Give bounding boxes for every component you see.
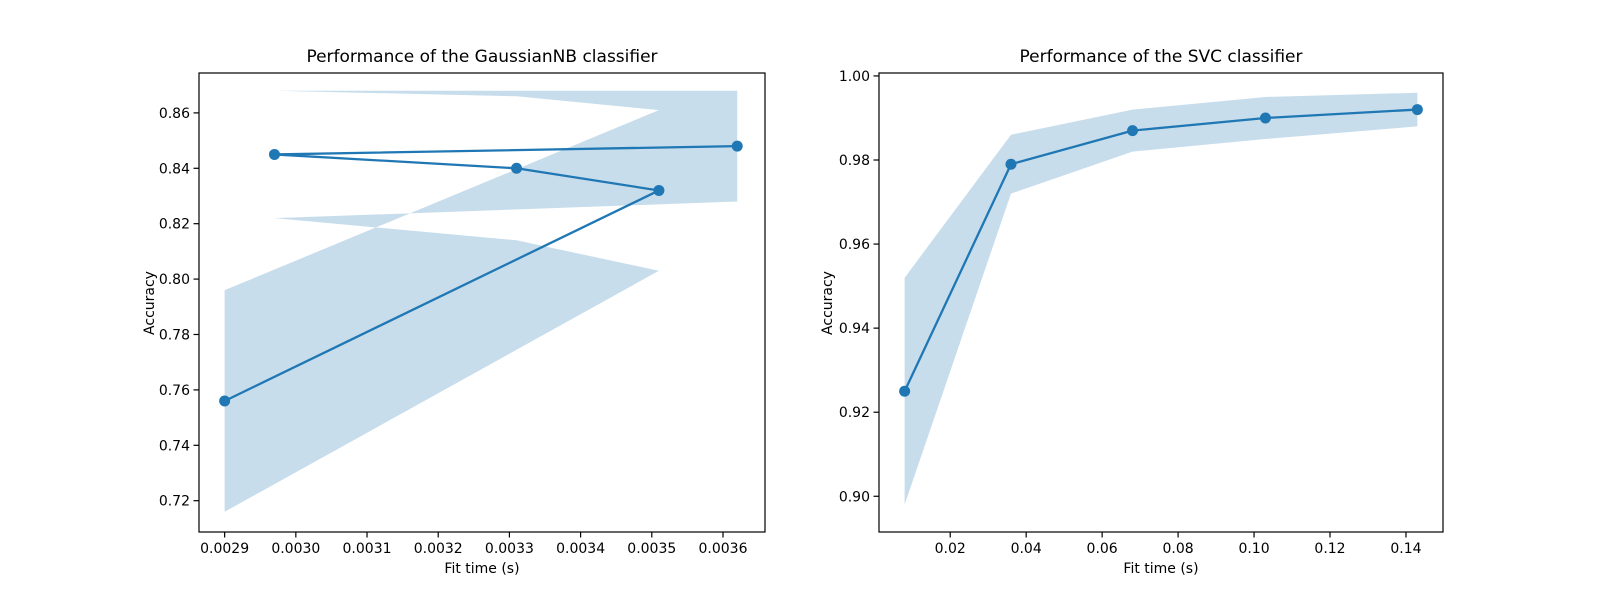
- x-tick-label: 0.02: [935, 541, 966, 557]
- y-tick-label: 0.72: [159, 494, 190, 510]
- data-point-marker: [1005, 158, 1017, 170]
- x-tick-label: 0.0031: [343, 541, 392, 557]
- axes-1: 0.02 0.04 0.06 0.08 0.10 0.12 0.14 0.90 0.92 0.94…: [839, 69, 1444, 557]
- data-point-marker: [731, 140, 743, 152]
- x-tick-label: 0.06: [1087, 541, 1118, 557]
- data-point-marker: [1259, 112, 1271, 124]
- data-point-marker: [268, 148, 280, 160]
- x-tick-label: 0.12: [1314, 541, 1345, 557]
- y-tick-label: 0.80: [159, 272, 190, 288]
- x-axis-label-left: Fit time (s): [444, 561, 520, 577]
- data-point-marker: [1127, 125, 1139, 137]
- y-tick-label: 0.96: [839, 237, 870, 253]
- y-tick-label: 0.82: [159, 217, 190, 233]
- x-tick-label: 0.0033: [485, 541, 534, 557]
- y-tick-label: 1.00: [839, 69, 870, 85]
- axes-0: 0.0029 0.0030 0.0031 0.0032 0.0033 0.0034 0.00…: [159, 72, 766, 557]
- x-tick-label: 0.0035: [627, 541, 676, 557]
- y-tick-label: 0.86: [159, 106, 190, 122]
- chart-title-gaussiannb: Performance of the GaussianNB classifier: [306, 47, 658, 67]
- x-tick-label: 0.0032: [414, 541, 463, 557]
- x-tick-label: 0.0036: [698, 541, 747, 557]
- y-tick-label: 0.92: [839, 405, 870, 421]
- chart-title-svc: Performance of the SVC classifier: [1019, 47, 1303, 67]
- data-point-marker: [511, 162, 523, 174]
- axes-frame: [878, 72, 1444, 533]
- y-tick-label: 0.76: [159, 383, 190, 399]
- x-tick-label: 0.0030: [271, 541, 320, 557]
- data-point-marker: [899, 385, 911, 397]
- axes-frame: [198, 72, 766, 533]
- y-axis-label-left: Accuracy: [142, 271, 158, 335]
- data-point-marker: [1411, 104, 1423, 116]
- x-tick-label: 0.14: [1390, 541, 1421, 557]
- data-point-marker: [219, 395, 231, 407]
- confidence-band: [904, 92, 1418, 505]
- x-axis-label-right: Fit time (s): [1123, 561, 1199, 577]
- y-tick-label: 0.94: [839, 321, 870, 337]
- x-tick-label: 0.0029: [200, 541, 249, 557]
- confidence-band: [224, 90, 738, 512]
- x-tick-label: 0.04: [1011, 541, 1042, 557]
- y-tick-label: 0.74: [159, 438, 190, 454]
- y-tick-label: 0.90: [839, 489, 870, 505]
- y-tick-label: 0.98: [839, 153, 870, 169]
- y-axis-label-right: Accuracy: [820, 271, 836, 335]
- x-tick-label: 0.10: [1238, 541, 1269, 557]
- x-tick-label: 0.08: [1163, 541, 1194, 557]
- data-point-marker: [653, 184, 665, 196]
- y-tick-label: 0.84: [159, 161, 190, 177]
- x-tick-label: 0.0034: [556, 541, 605, 557]
- y-tick-label: 0.78: [159, 327, 190, 343]
